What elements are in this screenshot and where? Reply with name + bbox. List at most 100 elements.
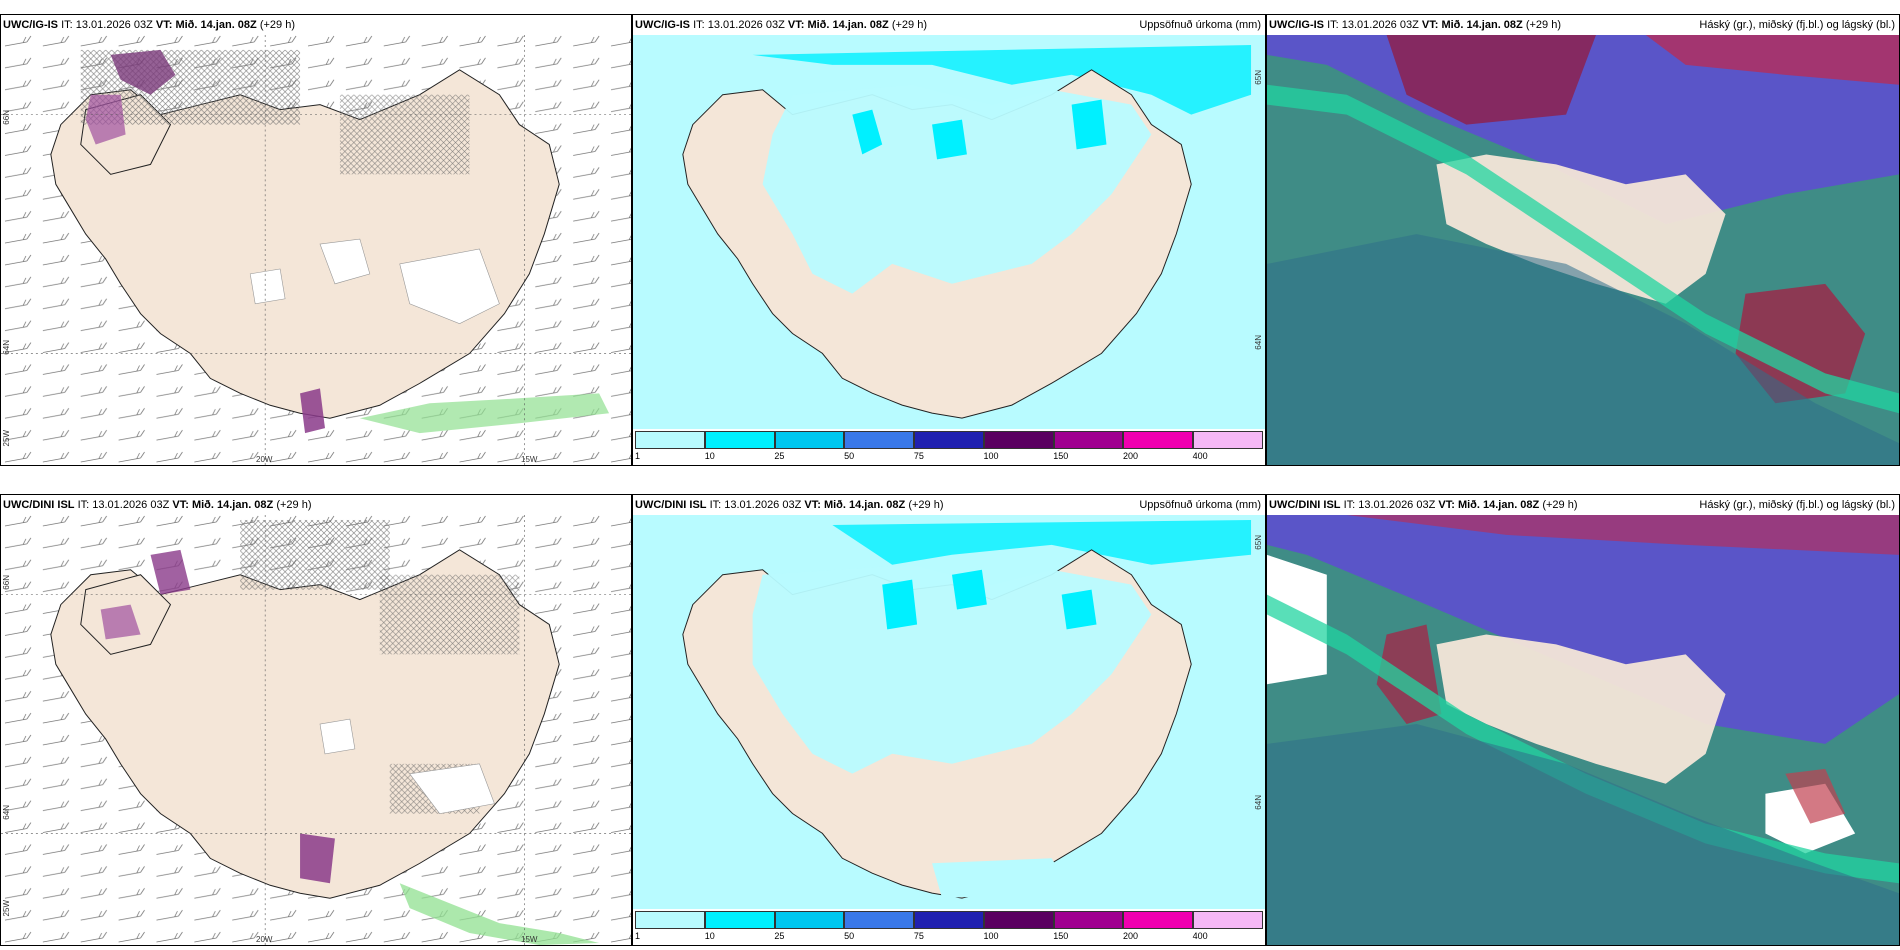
vt-label: VT: xyxy=(804,499,821,511)
cloud-map xyxy=(1267,515,1899,945)
precip-panel-top: UWC/IG-IS IT: 13.01.2026 03Z VT: Mið. 14… xyxy=(632,14,1266,466)
it-value: 13.01.2026 03Z xyxy=(724,499,802,511)
precip-map-svg xyxy=(633,515,1265,909)
cloud-panel-bottom: UWC/DINI ISL IT: 13.01.2026 03Z VT: Mið.… xyxy=(1266,494,1900,946)
panel-header: UWC/DINI ISL IT: 13.01.2026 03Z VT: Mið.… xyxy=(1,495,631,515)
colorbar-tick: 75 xyxy=(913,931,924,941)
precip-map xyxy=(633,35,1265,429)
it-value: 13.01.2026 03Z xyxy=(1341,19,1419,31)
colorbar-tick: 100 xyxy=(983,931,999,941)
lat-64-label: 64N xyxy=(2,805,11,820)
lead-time: (+29 h) xyxy=(908,499,944,511)
lon-20-label: 20W xyxy=(256,935,273,944)
vt-value: Mið. 14.jan. 08Z xyxy=(1441,19,1523,31)
panel-header: UWC/DINI ISL IT: 13.01.2026 03Z VT: Mið.… xyxy=(1267,495,1899,515)
model-name: UWC/IG-IS xyxy=(1269,19,1324,31)
vt-value: Mið. 14.jan. 08Z xyxy=(807,19,889,31)
colorbar-tick: 100 xyxy=(983,451,999,461)
lat-64-label: 64N xyxy=(2,340,11,355)
lat-65-label: 65N xyxy=(1254,535,1263,550)
colorbar-bin xyxy=(704,911,775,929)
panel-header: UWC/IG-IS IT: 13.01.2026 03Z VT: Mið. 14… xyxy=(1,15,631,35)
vt-value: Mið. 14.jan. 08Z xyxy=(1457,499,1540,511)
model-name: UWC/IG-IS xyxy=(3,19,58,31)
colorbar-bin xyxy=(774,911,845,929)
colorbar-tick: 400 xyxy=(1192,931,1208,941)
lead-time: (+29 h) xyxy=(276,499,312,511)
it-label: IT: xyxy=(77,499,90,511)
colorbar-bin xyxy=(914,431,984,449)
colorbar xyxy=(635,431,1264,449)
model-name: UWC/DINI ISL xyxy=(1269,499,1341,511)
wind-panel-top: UWC/IG-IS IT: 13.01.2026 03Z VT: Mið. 14… xyxy=(0,14,632,466)
lead-time: (+29 h) xyxy=(259,19,295,31)
lat-64-label: 64N xyxy=(1254,795,1263,810)
lon-25-label: 25W xyxy=(2,430,11,447)
colorbar-ticks: 1 10 25 50 75 100 150 200 400 xyxy=(635,931,1263,943)
precip-title: Uppsöfnuð úrkoma (mm) xyxy=(1139,19,1261,31)
cloud-title: Háský (gr.), miðský (fj.bl.) og lágský (… xyxy=(1699,19,1895,31)
wind-map xyxy=(1,515,631,945)
colorbar-tick: 50 xyxy=(844,931,855,941)
colorbar-tick: 25 xyxy=(774,451,785,461)
colorbar-bin xyxy=(844,431,915,449)
panel-header: UWC/IG-IS IT: 13.01.2026 03Z VT: Mið. 14… xyxy=(633,15,1265,35)
lead-time: (+29 h) xyxy=(891,19,927,31)
colorbar-bin xyxy=(1123,431,1194,449)
colorbar-bin xyxy=(1053,431,1124,449)
colorbar-bin xyxy=(1123,911,1194,929)
colorbar-bin xyxy=(704,431,775,449)
colorbar-bin xyxy=(844,911,915,929)
cloud-panel-top: UWC/IG-IS IT: 13.01.2026 03Z VT: Mið. 14… xyxy=(1266,14,1900,466)
colorbar-bin xyxy=(1053,911,1124,929)
colorbar-bin xyxy=(914,911,984,929)
wind-map xyxy=(1,35,631,465)
colorbar-bin xyxy=(774,431,845,449)
model-name: UWC/DINI ISL xyxy=(3,499,75,511)
colorbar-bin xyxy=(1193,911,1264,929)
cloud-map xyxy=(1267,35,1899,465)
colorbar-tick: 10 xyxy=(704,931,715,941)
wind-map-svg xyxy=(1,515,631,945)
colorbar-tick: 1 xyxy=(635,451,641,461)
lat-65-label: 65N xyxy=(1254,70,1263,85)
colorbar-tick: 25 xyxy=(774,931,785,941)
it-label: IT: xyxy=(61,19,73,31)
lon-20-label: 20W xyxy=(256,455,273,464)
cloud-map-svg xyxy=(1267,515,1899,945)
colorbar-tick: 1 xyxy=(635,931,641,941)
colorbar-tick: 200 xyxy=(1122,931,1138,941)
lead-time: (+29 h) xyxy=(1525,19,1561,31)
wind-panel-bottom: UWC/DINI ISL IT: 13.01.2026 03Z VT: Mið.… xyxy=(0,494,632,946)
colorbar xyxy=(635,911,1264,929)
colorbar-tick: 75 xyxy=(913,451,924,461)
lat-66-label: 66N xyxy=(2,110,11,125)
colorbar-bin xyxy=(1193,431,1264,449)
vt-label: VT: xyxy=(155,19,173,31)
it-value: 13.01.2026 03Z xyxy=(1358,499,1436,511)
cloud-title: Háský (gr.), miðský (fj.bl.) og lágský (… xyxy=(1699,499,1895,511)
vt-label: VT: xyxy=(787,19,805,31)
it-label: IT: xyxy=(1343,499,1356,511)
lat-66-label: 66N xyxy=(2,575,11,590)
cloud-map-svg xyxy=(1267,35,1899,465)
colorbar-tick: 150 xyxy=(1053,931,1069,941)
it-label: IT: xyxy=(709,499,722,511)
lon-15-label: 15W xyxy=(521,935,538,944)
panel-header: UWC/DINI ISL IT: 13.01.2026 03Z VT: Mið.… xyxy=(633,495,1265,515)
lon-15-label: 15W xyxy=(521,455,538,464)
colorbar-bin xyxy=(635,431,705,449)
it-value: 13.01.2026 03Z xyxy=(92,499,170,511)
colorbar-tick: 150 xyxy=(1053,451,1069,461)
model-name: UWC/DINI ISL xyxy=(635,499,707,511)
panel-header: UWC/IG-IS IT: 13.01.2026 03Z VT: Mið. 14… xyxy=(1267,15,1899,35)
vt-value: Mið. 14.jan. 08Z xyxy=(175,19,257,31)
it-label: IT: xyxy=(1327,19,1339,31)
precip-map-svg xyxy=(633,35,1265,429)
vt-value: Mið. 14.jan. 08Z xyxy=(823,499,906,511)
lon-25-label: 25W xyxy=(2,900,11,917)
colorbar-ticks: 1 10 25 50 75 100 150 200 400 xyxy=(635,451,1263,463)
lat-64-label: 64N xyxy=(1254,335,1263,350)
precip-panel-bottom: UWC/DINI ISL IT: 13.01.2026 03Z VT: Mið.… xyxy=(632,494,1266,946)
colorbar-bin xyxy=(983,431,1054,449)
